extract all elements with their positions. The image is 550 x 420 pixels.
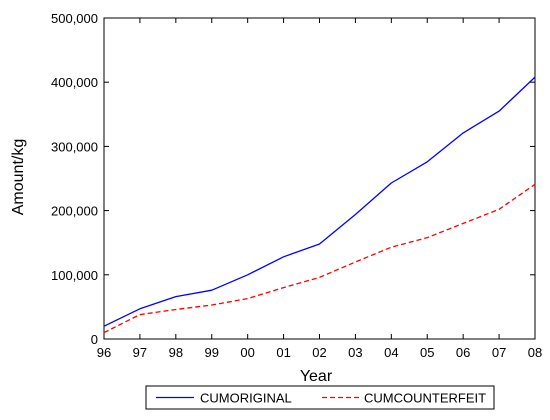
x-tick-label-98: 98 [169, 345, 183, 360]
y-ticks-group: 0 100,000 200,000 300,000 400,000 500,000 [51, 11, 535, 347]
x-ticks-group: 96 97 98 99 00 01 02 03 04 05 06 07 08 [97, 18, 542, 360]
x-tick-label-01: 01 [276, 345, 290, 360]
y-tick-label-1: 100,000 [51, 268, 98, 283]
y-tick-label-3: 300,000 [51, 139, 98, 154]
x-tick-label-00: 00 [240, 345, 254, 360]
y-axis-title: Amount/kg [10, 139, 27, 215]
legend: CUMORIGINAL CUMCOUNTERFEIT [145, 385, 495, 410]
x-tick-label-05: 05 [420, 345, 434, 360]
x-tick-label-99: 99 [205, 345, 219, 360]
x-tick-label-02: 02 [312, 345, 326, 360]
series-line-cumoriginal [103, 76, 536, 327]
x-axis-title: Year [300, 368, 333, 385]
x-tick-label-04: 04 [384, 345, 398, 360]
y-tick-label-0: 0 [91, 332, 98, 347]
x-tick-label-03: 03 [348, 345, 362, 360]
y-tick-label-5: 500,000 [51, 11, 98, 26]
x-tick-label-08: 08 [528, 345, 542, 360]
x-tick-label-07: 07 [492, 345, 506, 360]
legend-box [145, 385, 495, 410]
axes-group [103, 17, 536, 340]
x-tick-label-97: 97 [133, 345, 147, 360]
x-tick-label-06: 06 [456, 345, 470, 360]
x-tick-label-96: 96 [97, 345, 111, 360]
legend-label-cumcounterfeit: CUMCOUNTERFEIT [364, 391, 486, 406]
plot-frame [103, 17, 536, 340]
y-tick-label-4: 400,000 [51, 75, 98, 90]
series-line-cumcounterfeit [103, 183, 536, 334]
legend-label-cumoriginal: CUMORIGINAL [200, 391, 292, 406]
series-group [103, 76, 536, 334]
y-tick-label-2: 200,000 [51, 204, 98, 219]
